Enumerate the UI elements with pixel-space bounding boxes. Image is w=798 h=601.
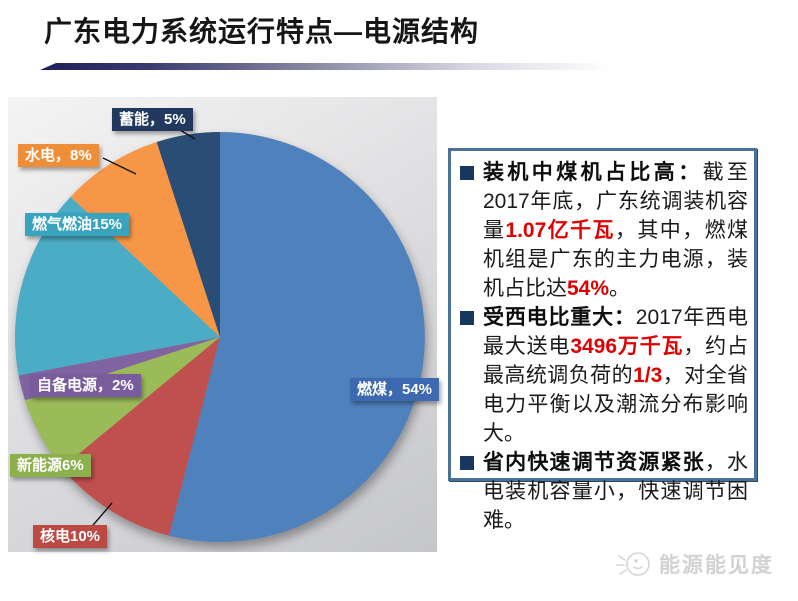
sun-face-icon bbox=[616, 552, 650, 576]
bullet-square-icon bbox=[460, 311, 474, 325]
pie-label-燃气燃油: 燃气燃油15% bbox=[25, 213, 130, 237]
bullet-text: 装机中煤机占比高：截至2017年底，广东统调装机容量1.07亿千瓦，其中，燃煤机… bbox=[483, 161, 749, 300]
pie-slice-燃气燃油 bbox=[14, 196, 220, 376]
bullet-item-1: 装机中煤机占比高：截至2017年底，广东统调装机容量1.07亿千瓦，其中，燃煤机… bbox=[458, 158, 748, 303]
page-title: 广东电力系统运行特点—电源结构 bbox=[44, 16, 480, 47]
bullet-text: 省内快速调节资源紧张，水电装机容量小，快速调节困难。 bbox=[483, 451, 749, 532]
title-underline bbox=[40, 63, 660, 70]
pie-slice-核电 bbox=[62, 337, 220, 536]
bullet-square-icon bbox=[460, 456, 474, 470]
pie-slice-水电 bbox=[70, 142, 220, 337]
pie-label-核电: 核电10% bbox=[33, 525, 108, 549]
pie-label-自备电源: 自备电源，2% bbox=[30, 374, 141, 398]
pie-label-燃煤: 燃煤，54% bbox=[350, 378, 440, 402]
watermark-text: 能源能见度 bbox=[659, 554, 774, 577]
info-box: 装机中煤机占比高：截至2017年底，广东统调装机容量1.07亿千瓦，其中，燃煤机… bbox=[448, 148, 757, 532]
pie-label-新能源: 新能源6% bbox=[10, 454, 91, 478]
pie-slice-新能源 bbox=[25, 337, 220, 468]
pie-slice-燃煤 bbox=[169, 132, 425, 542]
pie-slice-蓄能 bbox=[156, 132, 220, 337]
bullet-square-icon bbox=[460, 166, 474, 180]
pie-label-水电: 水电，8% bbox=[18, 144, 99, 168]
watermark: 能源能见度 bbox=[615, 543, 774, 585]
bullet-item-3: 省内快速调节资源紧张，水电装机容量小，快速调节困难。 bbox=[458, 448, 748, 535]
bullet-item-2: 受西电比重大：2017年西电最大送电3496万千瓦，约占最高统调负荷的1/3，对… bbox=[458, 303, 748, 448]
bullet-list: 装机中煤机占比高：截至2017年底，广东统调装机容量1.07亿千瓦，其中，燃煤机… bbox=[458, 158, 748, 535]
pie-label-蓄能: 蓄能，5% bbox=[112, 108, 193, 132]
pie-chart-panel: 燃煤，54% 核电10% 新能源6% 自备电源，2% 燃气燃油15% 水电，8% 蓄能，5% bbox=[8, 97, 440, 552]
bullet-text: 受西电比重大：2017年西电最大送电3496万千瓦，约占最高统调负荷的1/3，对… bbox=[483, 306, 749, 445]
pie-label-connector-水电 bbox=[102, 157, 137, 175]
